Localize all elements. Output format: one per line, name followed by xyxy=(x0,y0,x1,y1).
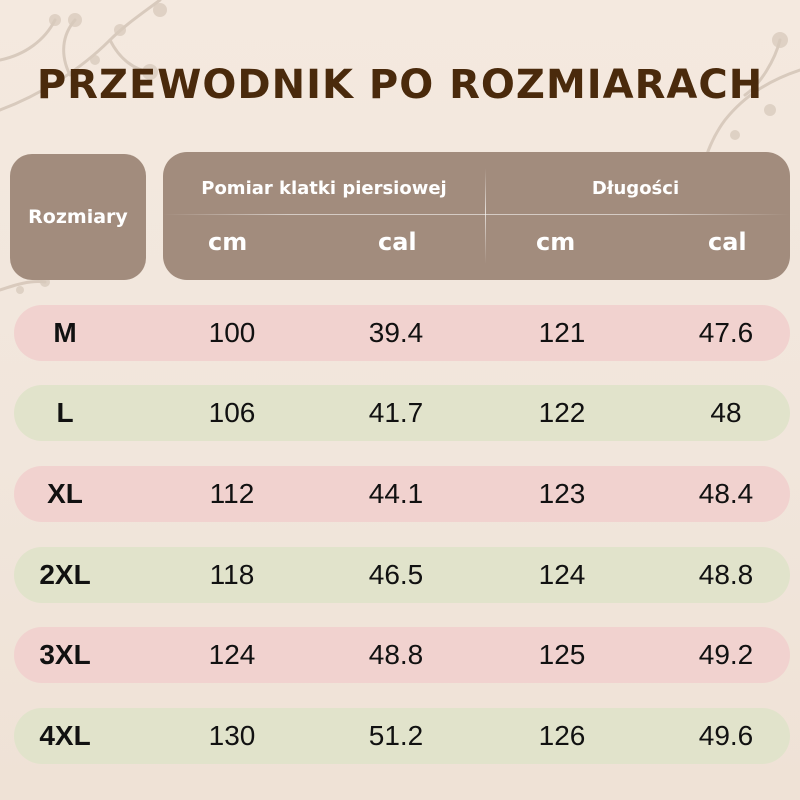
header-divider-vertical xyxy=(485,168,486,264)
length-cm-cell: 126 xyxy=(538,720,586,751)
size-cell: M xyxy=(53,317,77,348)
table-row: 4XL 130 51.2 126 49.6 xyxy=(14,708,790,764)
chest-in-cell: 51.2 xyxy=(368,720,424,751)
chest-cm-cell: 112 xyxy=(209,478,255,509)
header-chest-label: Pomiar klatki piersiowej xyxy=(201,178,447,199)
table-row: L 106 41.7 122 48 xyxy=(14,385,790,441)
length-in-cell: 48.4 xyxy=(698,478,754,509)
length-cm-cell: 125 xyxy=(538,639,586,670)
chest-in-cell: 41.7 xyxy=(368,397,424,428)
length-cm-cell: 121 xyxy=(538,317,586,348)
chest-cm-cell: 118 xyxy=(209,559,255,590)
chest-in-cell: 48.8 xyxy=(368,639,424,670)
header-measurements: Pomiar klatki piersiowej Długości cm cal… xyxy=(163,152,790,280)
length-in-cell: 48 xyxy=(710,397,742,428)
length-cm-cell: 122 xyxy=(538,397,586,428)
chest-cm-cell: 106 xyxy=(208,397,256,428)
length-cm-cell: 123 xyxy=(538,478,586,509)
size-cell: L xyxy=(56,397,74,428)
table-row: 3XL 124 48.8 125 49.2 xyxy=(14,627,790,683)
length-in-cell: 48.8 xyxy=(698,559,754,590)
header-sizes-cell: Rozmiary xyxy=(10,154,146,280)
header-unit-length-cm: cm xyxy=(536,228,576,256)
chest-cm-cell: 124 xyxy=(208,639,256,670)
chest-in-cell: 39.4 xyxy=(368,317,424,348)
table-row: 2XL 118 46.5 124 48.8 xyxy=(14,547,790,603)
header-sizes-label: Rozmiary xyxy=(28,206,128,228)
header-unit-length-in: cal xyxy=(708,228,747,256)
chest-in-cell: 46.5 xyxy=(368,559,424,590)
length-in-cell: 49.2 xyxy=(698,639,754,670)
chest-cm-cell: 100 xyxy=(208,317,256,348)
chest-in-cell: 44.1 xyxy=(368,478,424,509)
header-unit-chest-cm: cm xyxy=(208,228,248,256)
size-cell: 4XL xyxy=(39,720,91,751)
length-cm-cell: 124 xyxy=(538,559,586,590)
size-cell: XL xyxy=(47,478,83,509)
table-row: M 100 39.4 121 47.6 xyxy=(14,305,790,361)
page-title: PRZEWODNIK PO ROZMIARACH xyxy=(36,62,764,108)
chest-cm-cell: 130 xyxy=(208,720,256,751)
header-length-label: Długości xyxy=(591,178,680,199)
header-divider-horizontal xyxy=(163,214,790,215)
table-row: XL 112 44.1 123 48.4 xyxy=(14,466,790,522)
length-in-cell: 47.6 xyxy=(698,317,754,348)
header-unit-chest-in: cal xyxy=(378,228,417,256)
length-in-cell: 49.6 xyxy=(698,720,754,751)
size-cell: 2XL xyxy=(39,559,91,590)
size-cell: 3XL xyxy=(39,639,91,670)
